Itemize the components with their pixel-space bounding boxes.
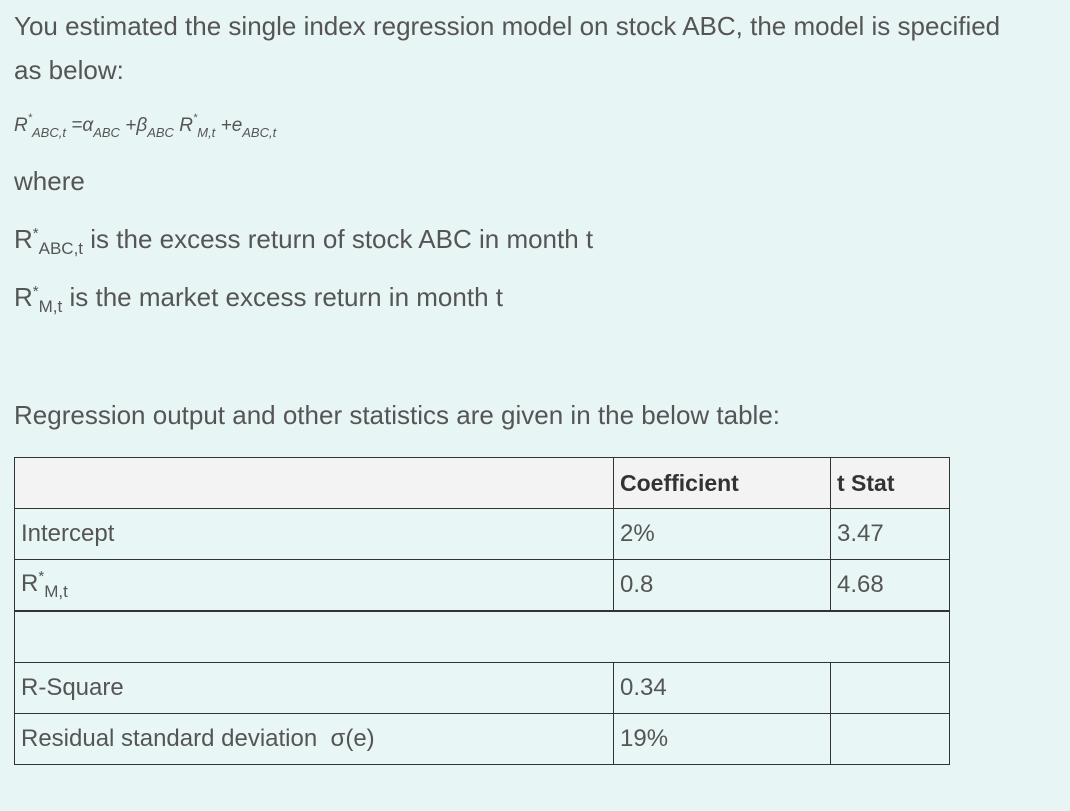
- cell: 0.34: [613, 662, 831, 714]
- header-cell: t Stat: [830, 457, 950, 509]
- sub: ABC,t: [32, 125, 66, 140]
- cell: [830, 713, 950, 765]
- symbol: β: [136, 115, 148, 136]
- sup: *: [32, 225, 39, 242]
- op: +: [125, 115, 137, 136]
- cell: Intercept: [14, 508, 614, 560]
- table-intro: Regression output and other statistics a…: [14, 400, 781, 430]
- op: =: [71, 115, 83, 136]
- cell: 19%: [613, 713, 831, 765]
- row: R*M,t 0.8 4.68: [14, 559, 950, 612]
- table: Coefficient t Stat Intercept 2% 3.47 R*M,t 0…: [14, 457, 950, 765]
- sub: ABC,t: [242, 125, 277, 140]
- cell: [14, 457, 614, 509]
- sup: *: [32, 283, 39, 300]
- header-cell: Coefficient: [613, 457, 831, 509]
- symbol: α: [82, 115, 94, 136]
- formula: R*ABC,t =αABC +βABC R*M,t +eABC,t: [14, 112, 276, 140]
- cell: 2%: [613, 508, 831, 560]
- cell: [14, 610, 950, 663]
- sup: *: [192, 112, 198, 124]
- where: where: [14, 166, 85, 196]
- text: is the market excess return in month t: [69, 282, 503, 312]
- symbol: R: [179, 115, 193, 136]
- sup: *: [27, 112, 33, 124]
- symbol: R: [14, 115, 28, 136]
- cell: 4.68: [830, 559, 950, 612]
- row: [14, 610, 950, 663]
- op: +: [220, 115, 232, 136]
- row: Intercept 2% 3.47: [14, 508, 950, 560]
- cell: R-Square: [14, 662, 614, 714]
- sub: M,t: [38, 297, 63, 316]
- intro: You estimated the single index regressio…: [14, 11, 1001, 85]
- symbol: R: [21, 570, 39, 597]
- sub: ABC: [93, 125, 120, 140]
- definition: R*ABC,t is the excess return of stock AB…: [14, 224, 593, 259]
- sub: M,t: [44, 582, 68, 601]
- sup: *: [38, 568, 45, 585]
- header-row: Coefficient t Stat: [14, 457, 950, 509]
- definition: R*M,t is the market excess return in mon…: [14, 282, 503, 317]
- row: R-Square 0.34: [14, 662, 950, 714]
- sub: ABC: [147, 125, 174, 140]
- cell: R*M,t: [14, 559, 614, 612]
- sub: ABC,t: [38, 239, 84, 258]
- symbol: R: [14, 224, 33, 254]
- sub: M,t: [197, 125, 216, 140]
- cell: Residual standard deviation σ(e): [14, 713, 614, 765]
- row: Residual standard deviation σ(e) 19%: [14, 713, 950, 765]
- text: is the excess return of stock ABC in mon…: [90, 224, 594, 254]
- cell: 0.8: [613, 559, 831, 612]
- symbol: e: [231, 115, 243, 136]
- symbol: R: [14, 282, 33, 312]
- cell: 3.47: [830, 508, 950, 560]
- cell: [830, 662, 950, 714]
